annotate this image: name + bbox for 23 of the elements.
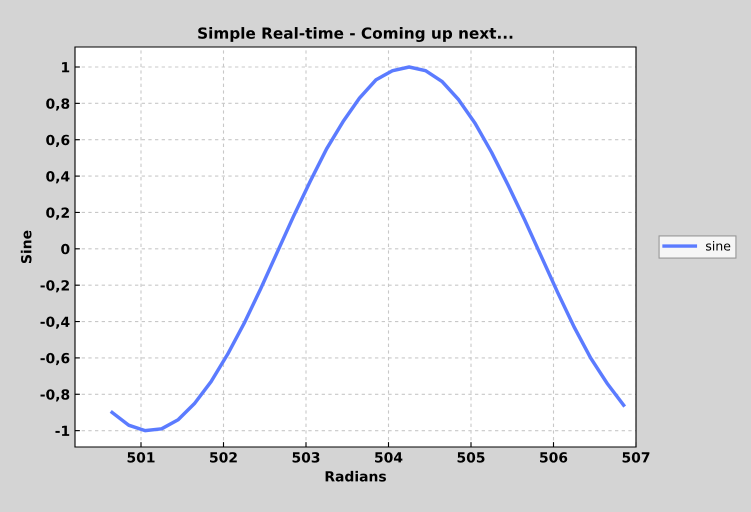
y-tick-label: -0,4 bbox=[40, 316, 70, 329]
legend-label: sine bbox=[706, 240, 730, 251]
y-tick-label: 0,4 bbox=[46, 171, 70, 184]
line-series bbox=[110, 65, 626, 432]
x-axis-title: Radians bbox=[326, 470, 386, 482]
y-tick-label: -1 bbox=[55, 426, 70, 436]
y-tick-label: -0,2 bbox=[40, 280, 69, 292]
x-tick-label: 501 bbox=[128, 452, 155, 463]
x-tick-label: 504 bbox=[375, 452, 402, 463]
y-tick-label: 0,2 bbox=[46, 207, 69, 220]
y-tick-label: 0,6 bbox=[46, 134, 70, 147]
chart-title: Simple Real-time - Coming up next... bbox=[198, 27, 512, 42]
x-tick-label: 505 bbox=[458, 452, 485, 463]
y-tick-label: 0,8 bbox=[46, 98, 70, 111]
y-tick-label: -0,8 bbox=[40, 389, 70, 402]
x-tick-label: 506 bbox=[540, 452, 568, 463]
y-tick-label: -0,6 bbox=[40, 352, 70, 366]
y-tick-label: 0 bbox=[61, 244, 70, 254]
y-tick-label: 1 bbox=[62, 62, 70, 72]
y-axis-title: Sine bbox=[20, 230, 32, 264]
x-tick-label: 502 bbox=[210, 452, 237, 463]
x-tick-label: 507 bbox=[622, 452, 650, 463]
x-tick-label: 503 bbox=[292, 452, 320, 463]
